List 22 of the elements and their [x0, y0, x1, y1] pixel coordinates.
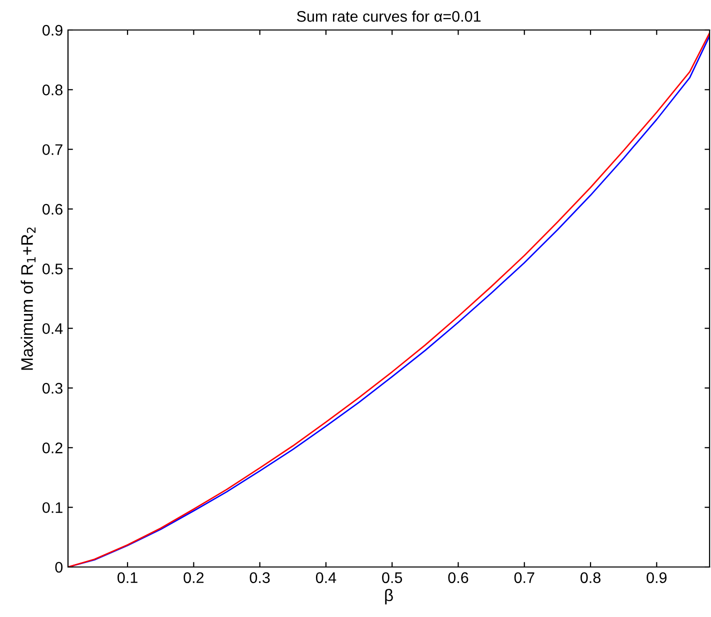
y-tick-label: 0.7	[42, 144, 62, 156]
y-tick-label: 0.8	[42, 84, 62, 96]
x-tick-label: 0.9	[646, 572, 667, 584]
x-tick-label: 0.2	[184, 572, 204, 584]
y-tick-label: 0.1	[42, 502, 62, 514]
y-axis-title: Maximum of R$_{1}$+R$_{2}$	[20, 228, 36, 370]
x-tick-label: 0.5	[382, 572, 402, 584]
y-tick-label: 0.4	[42, 323, 63, 334]
y-tick-label: 0.2	[42, 442, 62, 454]
x-tick-label: 0.7	[514, 572, 534, 584]
y-tick-label: 0.3	[42, 382, 62, 394]
x-tick-label: 0.1	[118, 572, 138, 584]
y-tick-label: 0	[55, 562, 63, 573]
y-tick-label: 0.9	[42, 24, 62, 36]
x-tick-label: 0.8	[580, 572, 600, 584]
x-tick-label: 0.3	[250, 572, 270, 584]
y-tick-label: 0.5	[42, 264, 62, 274]
x-tick-label: 0.6	[448, 572, 468, 584]
x-axis-title: β	[385, 588, 393, 604]
chart-title: Sum rate curves for α=0.01	[296, 10, 481, 22]
y-tick-label: 0.6	[42, 204, 62, 215]
x-tick-label: 0.4	[316, 572, 336, 584]
